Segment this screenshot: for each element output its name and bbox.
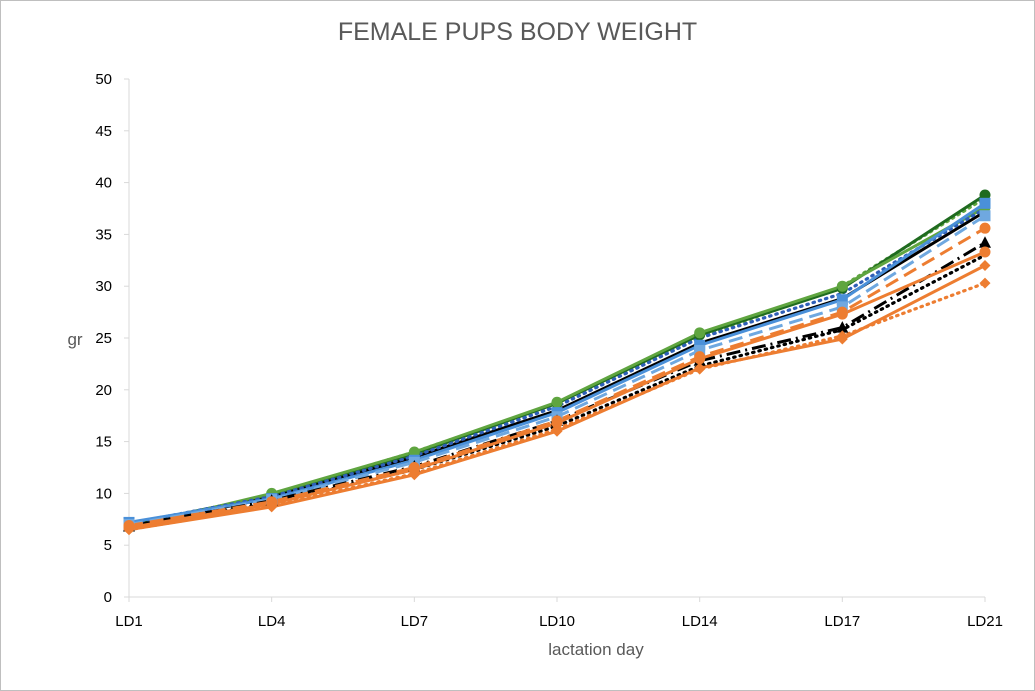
y-tick-label: 25 [95, 330, 112, 347]
y-tick-label: 15 [95, 434, 112, 451]
series-2-point-7 [979, 189, 991, 201]
x-tick-label: LD17 [824, 613, 860, 630]
y-tick-labels: 0 5 10 15 20 25 30 35 40 45 50 [95, 71, 129, 606]
axes [128, 79, 985, 598]
series-line-11 [128, 250, 986, 530]
series-10-point-7 [979, 222, 991, 234]
series-13-point-5 [694, 362, 706, 374]
series-3-point-4 [551, 396, 563, 408]
series-11-point-5 [694, 353, 706, 365]
series-13-point-2 [266, 501, 278, 513]
series-markers [123, 189, 991, 536]
x-tick-label: LD4 [258, 613, 286, 630]
series-line-7 [128, 214, 986, 526]
x-tick-labels: LD1 LD4 LD7 LD10 LD14 LD17 LD21 [115, 597, 1003, 630]
y-tick-label: 0 [104, 589, 112, 606]
series-13-point-7 [979, 259, 991, 271]
y-tick-label: 10 [95, 485, 112, 502]
series-7-point-5 [694, 344, 706, 356]
series-8-point-6 [836, 321, 849, 333]
series-8-point-7 [979, 236, 991, 248]
series-3-point-6 [836, 280, 848, 292]
x-tick-label: LD14 [682, 613, 718, 630]
x-axis-title: lactation day [548, 640, 644, 659]
series-6-point-6 [836, 294, 848, 306]
series-13-point-4 [551, 425, 563, 437]
series-13-point-6 [836, 333, 848, 345]
y-tick-label: 50 [95, 71, 112, 88]
series-3-point-5 [694, 327, 706, 339]
series-7-point-7 [979, 210, 991, 222]
x-tick-label: LD7 [401, 613, 429, 630]
series-line-4 [128, 210, 986, 529]
y-tick-label: 35 [95, 226, 112, 243]
series-11-point-6 [836, 308, 848, 320]
series-line-3 [128, 206, 986, 530]
series-line-6 [128, 202, 986, 524]
y-tick-label: 40 [95, 175, 112, 192]
series-13-point-1 [123, 524, 135, 536]
y-tick-label: 30 [95, 278, 112, 295]
x-tick-label: LD21 [967, 613, 1003, 630]
series-6-point-7 [979, 197, 991, 209]
x-tick-label: LD10 [539, 613, 575, 630]
series-12-point-7 [979, 277, 991, 289]
series-lines [127, 193, 987, 532]
y-tick-label: 20 [95, 382, 112, 399]
y-tick-label: 45 [95, 123, 112, 140]
series-line-2 [128, 193, 986, 526]
chart-title: FEMALE PUPS BODY WEIGHT [337, 18, 698, 46]
y-tick-label: 5 [104, 537, 112, 554]
y-axis-title: gr [67, 330, 82, 349]
x-tick-label: LD1 [115, 613, 143, 630]
series-11-point-7 [979, 246, 991, 258]
series-11-point-4 [551, 417, 563, 429]
series-13-point-3 [408, 469, 420, 481]
series-line-10 [128, 226, 986, 527]
series-3-point-3 [408, 446, 420, 458]
series-line-5 [127, 206, 987, 526]
series-line-1 [127, 196, 987, 529]
